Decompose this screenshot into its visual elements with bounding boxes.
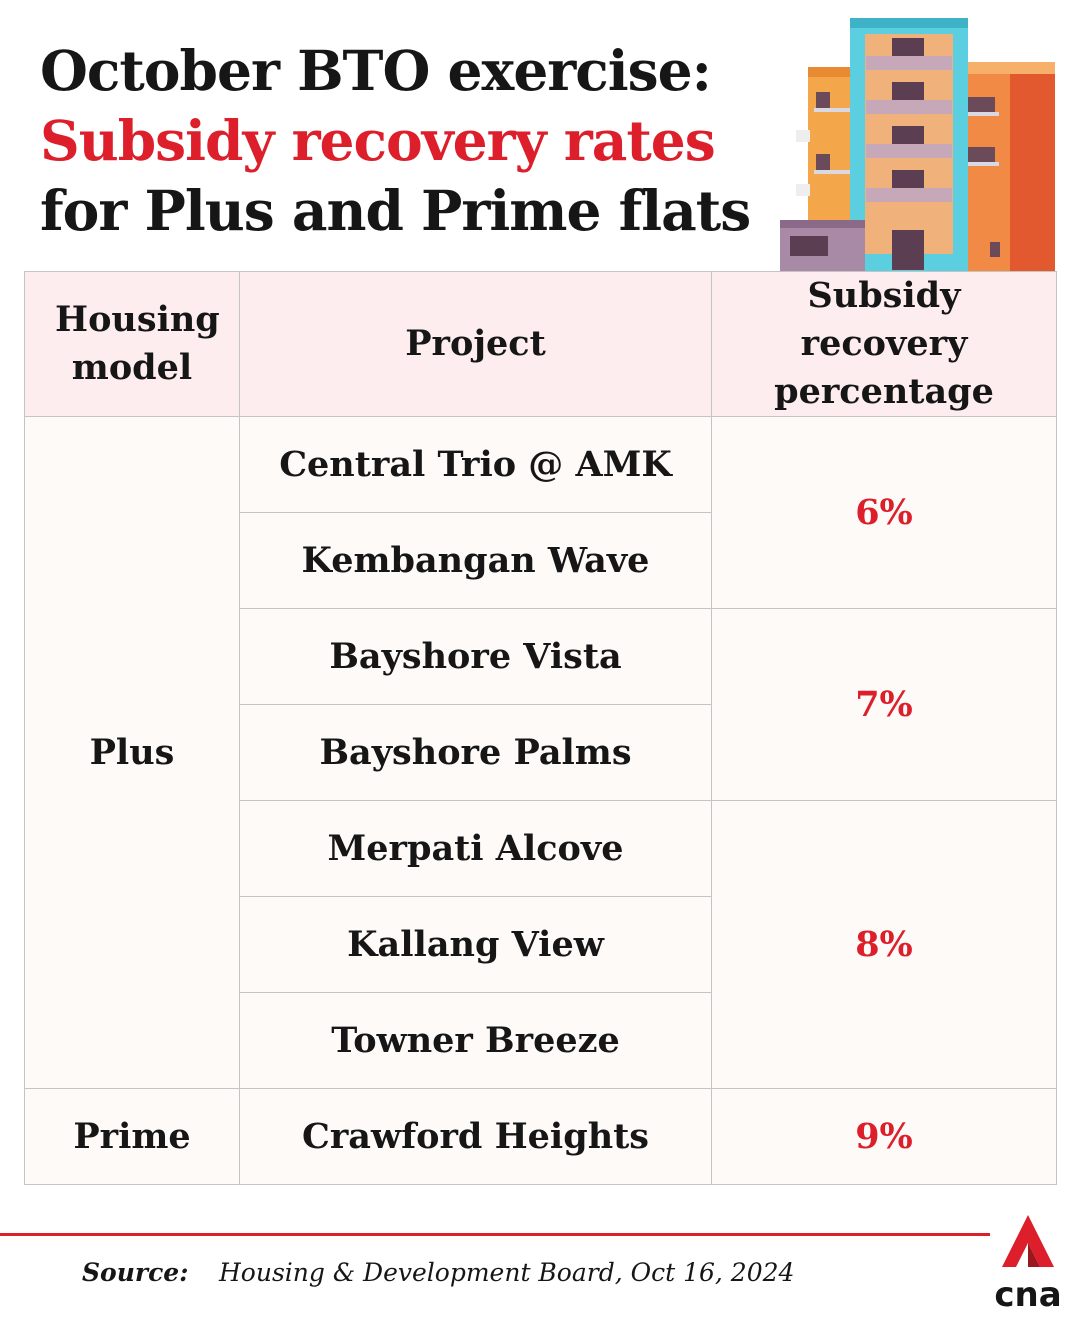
project-cell: Towner Breeze bbox=[239, 992, 712, 1089]
table-header-row: Housing model Project Subsidy recovery p… bbox=[24, 271, 1057, 417]
source-note: Source: Housing & Development Board, Oct… bbox=[82, 1258, 794, 1287]
column-header-housing-model: Housing model bbox=[24, 271, 240, 417]
project-cell: Central Trio @ AMK bbox=[239, 416, 712, 513]
column-header-project: Project bbox=[239, 271, 712, 417]
project-cell: Bayshore Palms bbox=[239, 704, 712, 801]
column-header-subsidy-recovery: Subsidy recovery percentage bbox=[711, 271, 1057, 417]
table-row: Towner Breeze bbox=[25, 992, 1057, 1089]
percentage-cell: 8% bbox=[711, 800, 1057, 1089]
housing-model-cell: Plus bbox=[24, 416, 240, 1089]
headline-line-3: for Plus and Prime flats bbox=[40, 178, 751, 243]
source-label: Source: bbox=[82, 1258, 189, 1287]
project-cell: Kallang View bbox=[239, 896, 712, 993]
project-cell: Bayshore Vista bbox=[239, 608, 712, 705]
project-cell: Crawford Heights bbox=[239, 1088, 712, 1185]
table-row: Bayshore Vista 7% bbox=[25, 608, 1057, 801]
cna-logo-icon: cna bbox=[994, 1215, 1062, 1313]
table-row: Plus Central Trio @ AMK 6% bbox=[24, 416, 1057, 1089]
percentage-cell: 9% bbox=[711, 1088, 1057, 1185]
apartment-buildings-icon bbox=[780, 18, 1055, 274]
project-cell: Merpati Alcove bbox=[239, 800, 712, 897]
table-row: Bayshore Palms bbox=[25, 704, 1057, 801]
housing-model-cell: Prime bbox=[24, 1088, 240, 1185]
footer-divider bbox=[0, 1233, 990, 1236]
table-row: Kallang View bbox=[25, 896, 1057, 993]
subsidy-table: Housing model Project Subsidy recovery p… bbox=[24, 271, 1057, 1185]
table-row: Prime Crawford Heights 9% bbox=[24, 1088, 1057, 1185]
source-text: Housing & Development Board, Oct 16, 202… bbox=[219, 1258, 795, 1287]
headline: October BTO exercise: Subsidy recovery r… bbox=[40, 36, 780, 246]
cna-logo-text: cna bbox=[994, 1275, 1061, 1313]
percentage-cell: 6% bbox=[711, 416, 1057, 609]
headline-line-1: October BTO exercise: bbox=[40, 38, 712, 103]
table-row: Kembangan Wave bbox=[25, 512, 1057, 609]
table-row: Merpati Alcove 8% bbox=[25, 800, 1057, 1089]
headline-line-2: Subsidy recovery rates bbox=[40, 108, 716, 173]
percentage-cell: 7% bbox=[711, 608, 1057, 801]
project-cell: Kembangan Wave bbox=[239, 512, 712, 609]
